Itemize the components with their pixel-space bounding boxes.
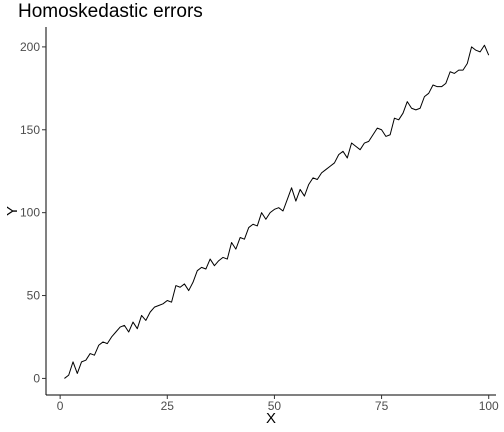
x-tick-label: 25 xyxy=(161,399,175,413)
y-axis-title: Y xyxy=(4,206,21,216)
y-tick-label: 150 xyxy=(20,123,40,137)
y-tick-label: 0 xyxy=(33,371,40,385)
x-tick-label: 75 xyxy=(375,399,389,413)
x-axis-title: X xyxy=(266,410,276,427)
y-tick-label: 200 xyxy=(20,40,40,54)
series-line xyxy=(64,45,488,378)
axes xyxy=(46,27,496,395)
y-tick-label: 50 xyxy=(27,289,41,303)
x-tick-label: 0 xyxy=(57,399,64,413)
plot-area xyxy=(64,45,488,378)
y-tick-label: 100 xyxy=(20,206,40,220)
x-tick-label: 100 xyxy=(479,399,499,413)
